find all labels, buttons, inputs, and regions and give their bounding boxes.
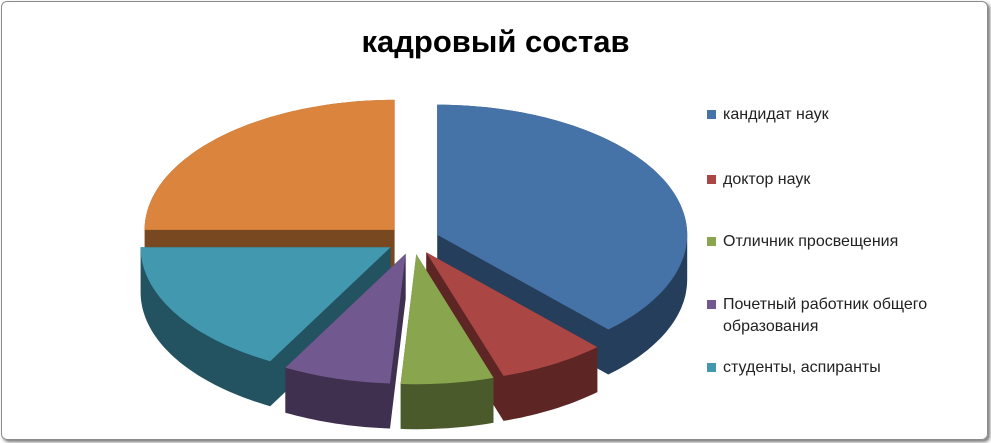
- legend-entry: Отличник просвещения: [707, 231, 977, 253]
- legend-label: Отличник просвещения: [723, 233, 899, 250]
- legend-entry: кандидат наук: [707, 104, 977, 126]
- legend-swatch: [707, 175, 716, 184]
- legend-label: студенты, аспиранты: [723, 359, 881, 376]
- legend-label: кандидат наук: [723, 106, 829, 123]
- legend-swatch: [707, 237, 716, 246]
- legend-swatch: [707, 300, 716, 309]
- slice: [426, 252, 598, 376]
- legend-label: доктор наук: [723, 171, 811, 188]
- slice: [400, 254, 494, 385]
- pie-plot: [140, 99, 688, 430]
- slice: [437, 104, 688, 330]
- chart-title: кадровый состав: [361, 24, 630, 59]
- legend-entry: доктор наук: [707, 169, 977, 191]
- legend-swatch: [707, 363, 716, 372]
- legend-label: Почетный работник общего образования: [723, 296, 928, 335]
- legend-entry: студенты, аспиранты: [707, 357, 977, 379]
- slice: [285, 253, 406, 384]
- slice: [140, 247, 391, 362]
- legend-entry: Почетный работник общего образования: [707, 294, 977, 338]
- slice: [144, 99, 395, 230]
- legend-swatch: [707, 110, 716, 119]
